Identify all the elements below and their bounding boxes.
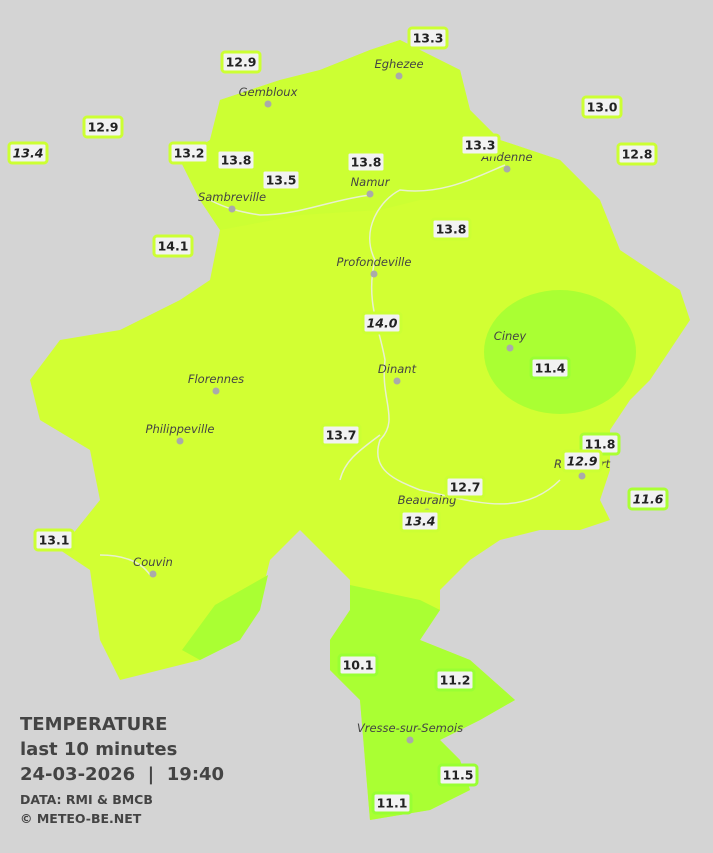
city-dot (393, 377, 401, 385)
city-dot (264, 100, 272, 108)
city-dot (578, 472, 586, 480)
station-box (152, 234, 194, 258)
city-dot (176, 437, 184, 445)
station-value: 11.1 (377, 796, 408, 811)
station-box (361, 311, 403, 335)
city-label: Beauraing (398, 493, 457, 507)
station-value: 13.8 (221, 153, 252, 168)
station-box (407, 26, 449, 50)
city-label: Dinant (378, 362, 417, 376)
station-value: 13.8 (436, 222, 467, 237)
zone-ciney (484, 290, 636, 414)
station-box (168, 141, 210, 165)
station-box (434, 668, 476, 692)
station-box (260, 168, 302, 192)
title: TEMPERATURE (20, 714, 167, 735)
credit: © METEO-BE.NET (20, 811, 142, 826)
station-box (7, 141, 49, 165)
station-value: 13.4 (405, 514, 436, 529)
station-value: 11.2 (440, 673, 471, 688)
river (99, 164, 561, 576)
station-value: 13.1 (39, 533, 70, 548)
station-value: 13.8 (351, 155, 382, 170)
subtitle: last 10 minutes (20, 739, 177, 760)
datetime: 24-03-2026 | 19:40 (20, 764, 224, 785)
station-box (561, 449, 603, 473)
station-box (33, 528, 75, 552)
station-box (337, 653, 379, 677)
city-label: Eghezee (374, 57, 423, 71)
station-box (581, 95, 623, 119)
station-box (627, 487, 669, 511)
station-box (345, 150, 387, 174)
city-label: Sambreville (198, 190, 266, 204)
zone-couvin (182, 575, 268, 660)
city-label: Couvin (133, 555, 173, 569)
city-label: Vresse-sur-Semois (357, 721, 463, 735)
city-dot (395, 72, 403, 80)
station-box (320, 423, 362, 447)
station-value: 14.1 (158, 239, 189, 254)
city-label: Namur (351, 175, 391, 189)
city-dot (366, 190, 374, 198)
source: DATA: RMI & BMCB (20, 792, 153, 807)
station-box (529, 356, 571, 380)
station-value: 13.3 (413, 31, 444, 46)
station-value: 13.4 (13, 146, 44, 161)
station-value: 12.9 (567, 454, 598, 469)
city-label: Gembloux (239, 85, 298, 99)
station-box (215, 148, 257, 172)
city-dot (506, 344, 514, 352)
station-value: 11.8 (585, 437, 616, 452)
city-dot (406, 736, 414, 744)
station-value: 13.7 (326, 428, 357, 443)
city-label: Philippeville (146, 422, 215, 436)
station-value: 10.1 (343, 658, 374, 673)
city-dot (228, 205, 236, 213)
city-dot (370, 270, 378, 278)
city-dot (503, 165, 511, 173)
station-box (459, 133, 501, 157)
station-value: 12.9 (226, 55, 257, 70)
station-value: 13.0 (587, 100, 618, 115)
station-value: 12.7 (450, 480, 481, 495)
city-label: Ciney (494, 329, 527, 343)
station-box (399, 509, 441, 533)
city-label: Profondeville (337, 255, 412, 269)
city-dot (149, 570, 157, 578)
station-value: 14.0 (367, 316, 398, 331)
station-value: 12.8 (622, 147, 653, 162)
station-box (371, 791, 413, 815)
city-dot (212, 387, 220, 395)
station-value: 13.5 (266, 173, 297, 188)
station-box (82, 115, 124, 139)
station-value: 13.3 (465, 138, 496, 153)
station-box (220, 50, 262, 74)
station-box (444, 475, 486, 499)
station-value: 11.4 (535, 361, 566, 376)
zone-south (330, 585, 515, 820)
station-value: 13.2 (174, 146, 205, 161)
city-label: Florennes (188, 372, 244, 386)
station-box (616, 142, 658, 166)
station-box (437, 763, 479, 787)
station-box (430, 217, 472, 241)
station-value: 11.5 (443, 768, 474, 783)
station-value: 11.6 (633, 492, 664, 507)
station-value: 12.9 (88, 120, 119, 135)
